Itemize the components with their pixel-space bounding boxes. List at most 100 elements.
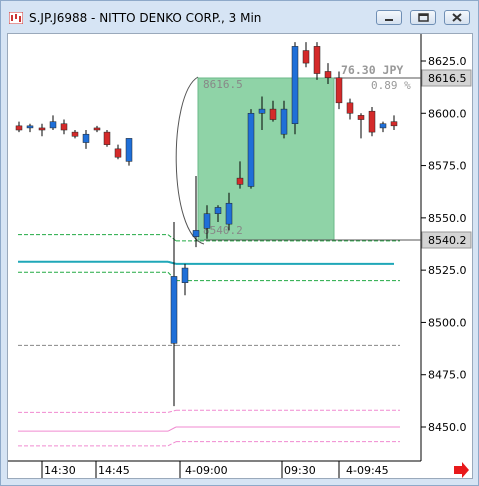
candle — [26, 123, 34, 133]
candle-body — [114, 148, 122, 158]
candle — [346, 98, 354, 120]
candle — [302, 42, 310, 68]
window-title: S.JP.J6988 - NITTO DENKO CORP., 3 Min — [29, 11, 262, 25]
candle — [390, 115, 398, 131]
time-label-1445: 14:45 — [98, 464, 130, 477]
candle — [269, 100, 277, 122]
candle-body — [170, 276, 178, 344]
candle-body — [125, 138, 133, 162]
price-tick-label: 8450.0 — [428, 421, 467, 434]
candle — [170, 222, 178, 407]
candle-body — [60, 123, 68, 131]
candle — [60, 119, 68, 135]
candle-body — [269, 108, 277, 120]
candlestick-chart[interactable]: 8616.5 8540.2 76.30 JPY 0.89 % 8625.0 860… — [8, 34, 472, 478]
measure-tool[interactable]: 8616.5 8540.2 76.30 JPY 0.89 % — [175, 63, 421, 245]
candle — [313, 42, 321, 80]
candle — [258, 96, 266, 131]
time-label-0930: 09:30 — [284, 464, 316, 477]
candle — [368, 107, 376, 137]
current-price-text: 8616.5 — [428, 72, 467, 85]
measure-percent-label: 0.89 % — [371, 79, 411, 92]
candle — [291, 42, 299, 135]
overlay-lines — [18, 234, 400, 447]
candle — [82, 130, 90, 149]
candle — [280, 100, 288, 139]
candle-body — [247, 113, 255, 187]
candle-body — [258, 108, 266, 114]
candle — [357, 113, 365, 139]
candle-body — [390, 121, 398, 127]
candle — [125, 138, 133, 166]
price-axis[interactable]: 8625.0 8600.0 8575.0 8550.0 8525.0 8500.0 8475… — [421, 55, 467, 434]
candle-body — [203, 213, 211, 229]
minimize-icon — [385, 19, 393, 21]
candle-body — [26, 125, 34, 129]
candle-body — [236, 177, 244, 185]
price-tick-label: 8575.0 — [428, 160, 467, 173]
candle — [214, 205, 222, 223]
measure-bottom-label: 8540.2 — [203, 224, 243, 237]
price-tick-label: 8500.0 — [428, 316, 467, 329]
candle-body — [324, 71, 332, 78]
candle — [379, 121, 387, 133]
current-price-marker: 8616.5 — [421, 69, 472, 87]
close-icon — [452, 13, 462, 22]
low-price-marker: 8540.2 — [421, 231, 472, 249]
candle — [103, 130, 111, 147]
time-label-1430: 14:30 — [44, 464, 76, 477]
candle — [192, 176, 200, 248]
candle — [181, 263, 189, 296]
candle — [38, 123, 46, 137]
candle — [335, 71, 343, 110]
candle-body — [82, 133, 90, 143]
candle — [247, 109, 255, 189]
pink-mid — [167, 426, 177, 432]
pink-upper — [167, 409, 177, 413]
candle-body — [346, 102, 354, 114]
candle-body — [379, 123, 387, 129]
restore-icon — [418, 13, 429, 22]
measure-change-label: 76.30 JPY — [341, 63, 403, 77]
candle-body — [93, 127, 101, 131]
candle-body — [368, 110, 376, 133]
candle-body — [225, 202, 233, 225]
candle — [114, 144, 122, 160]
candle-body — [214, 207, 222, 214]
candle-body — [357, 115, 365, 120]
scroll-right-arrow-icon[interactable] — [454, 462, 469, 478]
candle-body — [302, 50, 310, 64]
candle-body — [103, 131, 111, 145]
price-tick-label: 8475.0 — [428, 369, 467, 382]
candle — [324, 63, 332, 85]
restore-button[interactable] — [410, 10, 436, 25]
price-tick-label: 8600.0 — [428, 107, 467, 120]
teal-line — [167, 260, 177, 265]
time-label-0945: 4-09:45 — [346, 464, 389, 477]
candle — [93, 125, 101, 133]
price-tick-label: 8625.0 — [428, 55, 467, 68]
measure-curve — [175, 76, 205, 245]
candle-body — [49, 121, 57, 129]
candle-body — [71, 131, 79, 137]
candle-body — [181, 267, 189, 283]
time-axis[interactable]: 14:30 14:45 4-09:00 09:30 4-09:45 — [41, 461, 389, 478]
minimize-button[interactable] — [376, 10, 402, 25]
price-tick-label: 8525.0 — [428, 264, 467, 277]
low-price-text: 8540.2 — [428, 234, 467, 247]
measure-top-label: 8616.5 — [203, 78, 243, 91]
title-bar[interactable]: S.JP.J6988 - NITTO DENKO CORP., 3 Min — [1, 1, 478, 33]
pink-lower — [167, 441, 177, 447]
candle — [71, 130, 79, 139]
price-tick-label: 8550.0 — [428, 212, 467, 225]
candle-body — [38, 127, 46, 131]
close-button[interactable] — [444, 10, 470, 25]
chart-area[interactable]: 8616.5 8540.2 76.30 JPY 0.89 % 8625.0 860… — [7, 33, 473, 479]
candle-body — [15, 125, 23, 131]
candle-body — [192, 230, 200, 237]
candle — [236, 161, 244, 189]
green-dashed-upper — [167, 234, 177, 242]
candle — [49, 115, 57, 131]
measure-rectangle[interactable] — [197, 77, 335, 241]
